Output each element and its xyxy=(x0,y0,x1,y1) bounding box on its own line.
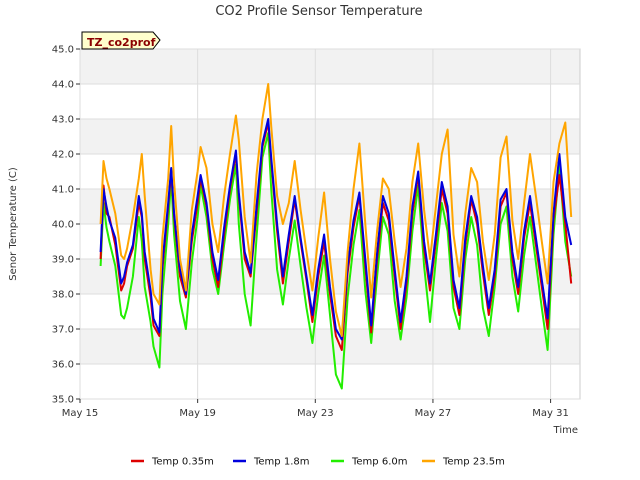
y-tick-label: 45.0 xyxy=(52,45,74,56)
y-tick-label: 41.0 xyxy=(52,185,74,196)
x-tick-label: May 23 xyxy=(297,408,334,419)
y-axis-label: Senor Temperature (C) xyxy=(8,167,19,281)
y-tick-label: 44.0 xyxy=(52,80,74,91)
sensor-tag-box xyxy=(81,31,161,50)
y-tick-label: 37.0 xyxy=(52,325,74,336)
y-tick-label: 36.0 xyxy=(52,360,74,371)
y-tick-label: 43.0 xyxy=(52,115,74,126)
data-series xyxy=(99,83,573,390)
series-line-temp-1-8m xyxy=(99,118,573,341)
grid-band xyxy=(80,119,580,154)
legend-label: Temp 6.0m xyxy=(351,457,407,468)
x-tick-label: May 15 xyxy=(62,408,99,419)
y-tick-label: 35.0 xyxy=(52,395,74,406)
y-tick-label: 38.0 xyxy=(52,290,74,301)
x-tick-label: May 31 xyxy=(532,408,569,419)
series-line-temp-23-5m xyxy=(99,83,573,337)
y-tick-label: 42.0 xyxy=(52,150,74,161)
legend-label: Temp 23.5m xyxy=(442,457,505,468)
grid-band xyxy=(80,49,580,84)
x-axis-label: Time xyxy=(553,425,578,436)
legend-label: Temp 0.35m xyxy=(151,457,214,468)
legend: Temp 0.35m Temp 1.8m Temp 6.0m Temp 23.5m xyxy=(131,457,505,468)
sensor-tag-label: TZ_co2prof xyxy=(87,36,156,49)
x-tick-label: May 27 xyxy=(415,408,452,419)
series-line-temp-6-0m xyxy=(99,132,573,390)
grid-band xyxy=(80,329,580,364)
legend-label: Temp 1.8m xyxy=(253,457,309,468)
y-tick-label: 40.0 xyxy=(52,220,74,231)
chart-title: CO2 Profile Sensor Temperature xyxy=(215,4,422,19)
y-axis-ticks: 35.0 36.0 37.0 38.0 39.0 40.0 41.0 42.0 43.0 44.0… xyxy=(52,45,80,406)
sensor-tag: TZ_co2prof xyxy=(81,31,161,50)
x-tick-label: May 19 xyxy=(179,408,216,419)
y-tick-label: 39.0 xyxy=(52,255,74,266)
x-axis-ticks: May 15 May 19 May 23 May 27 May 31 xyxy=(62,399,569,419)
